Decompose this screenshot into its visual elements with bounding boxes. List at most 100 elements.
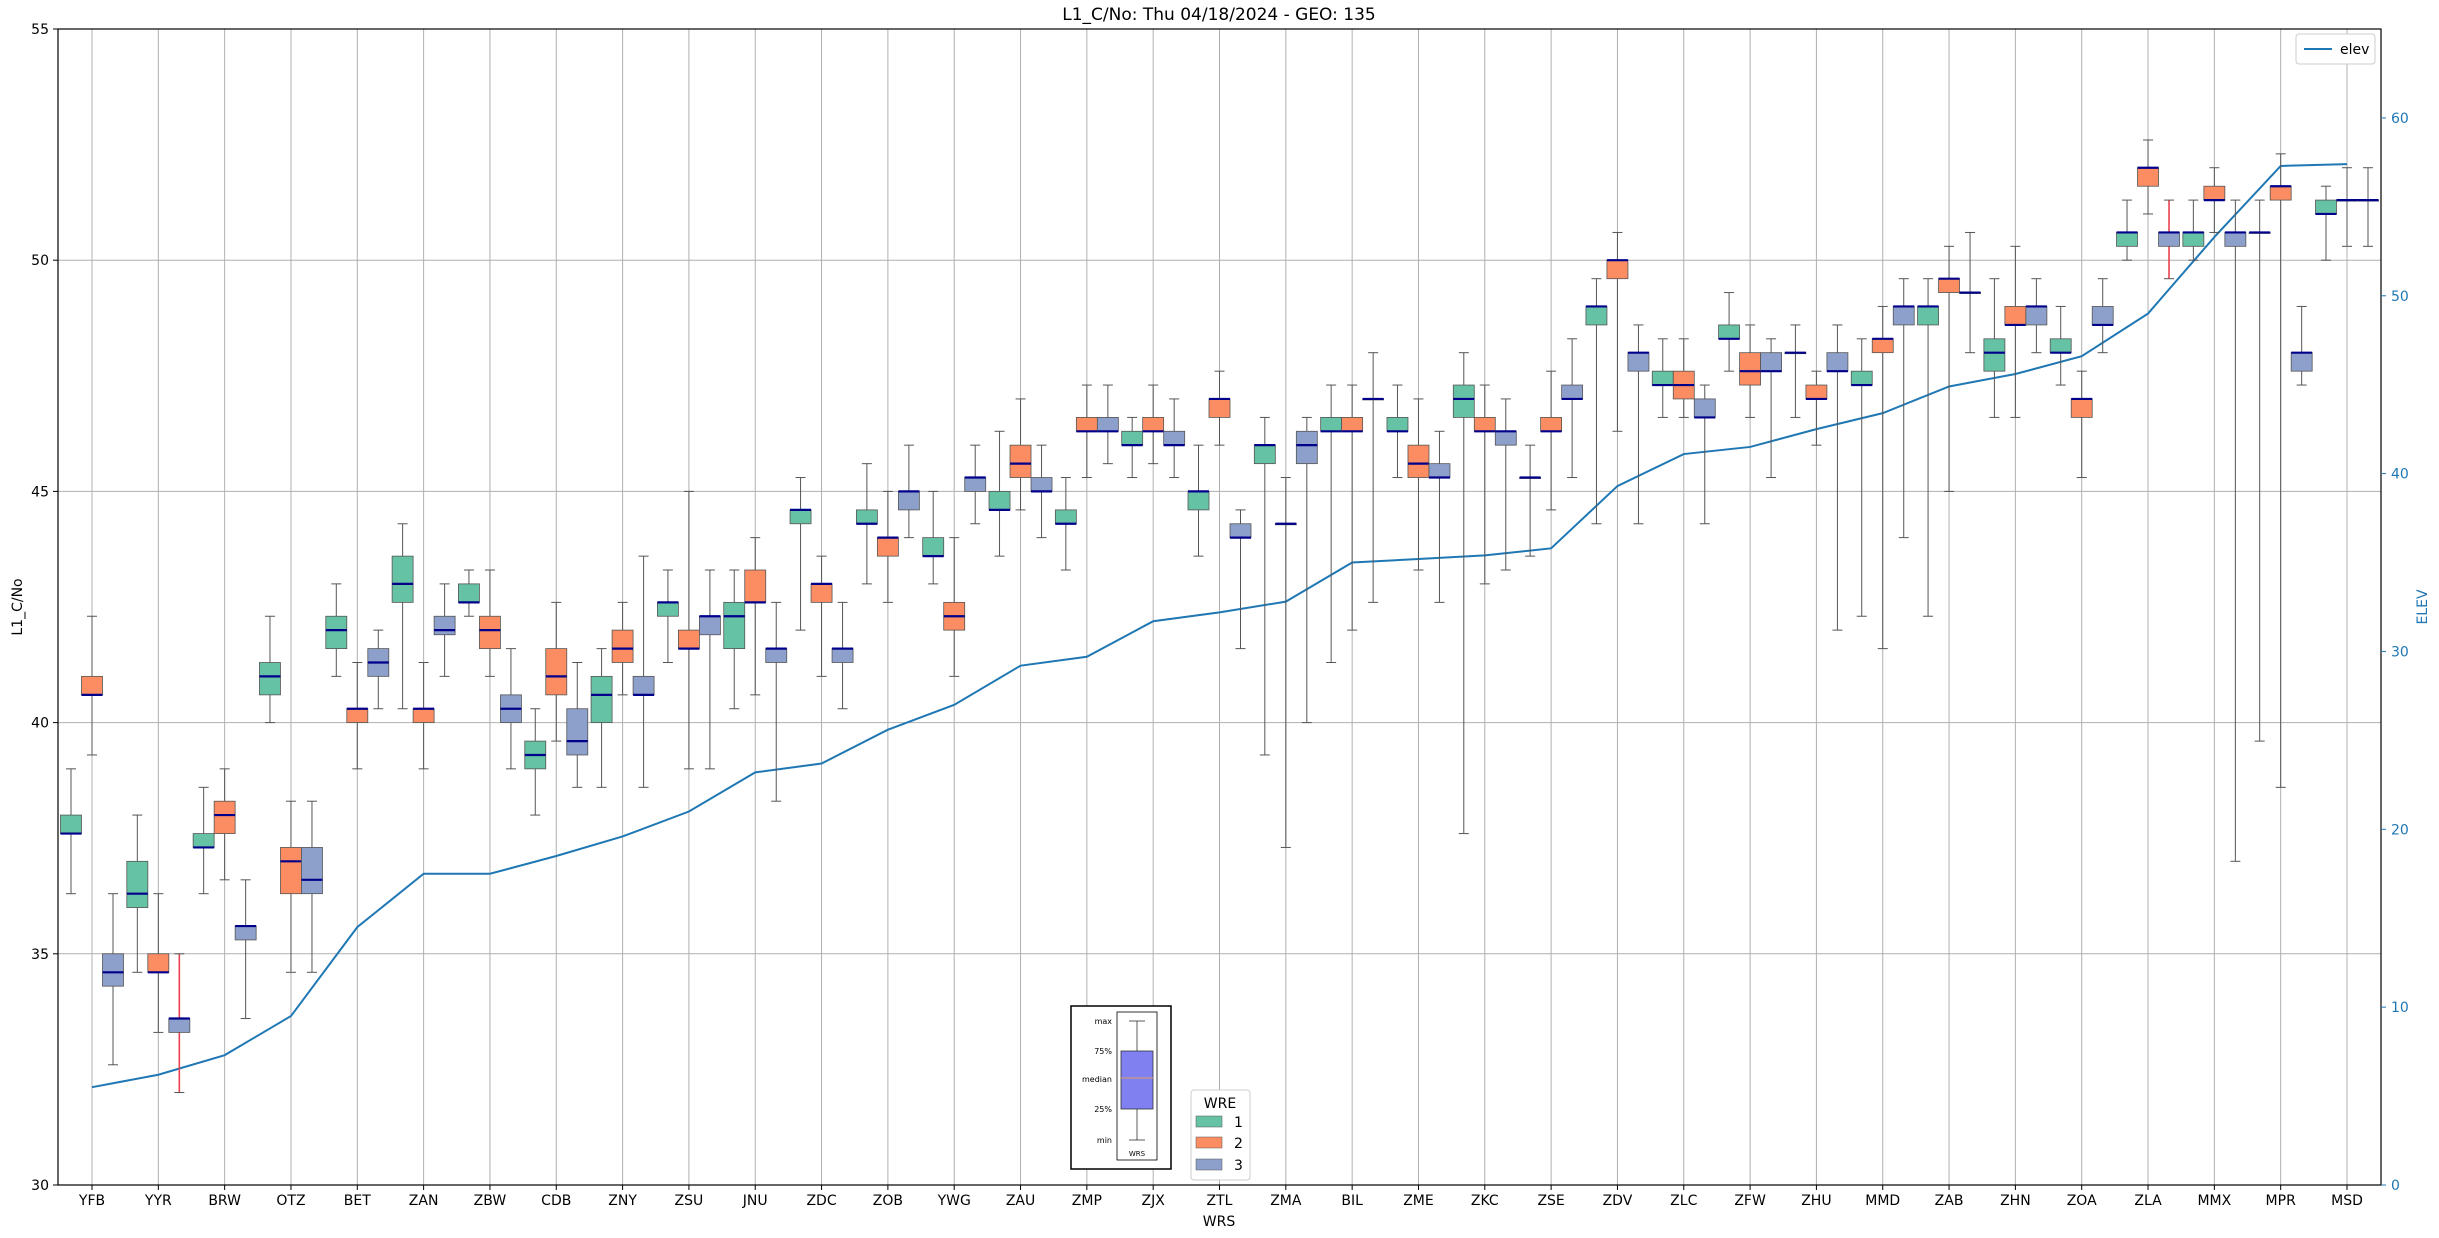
x-tick-label: ZHN (2000, 1193, 2031, 1209)
box-OTZ-wre3 (301, 800, 323, 973)
box-ZHN-wre2 (2004, 245, 2027, 418)
box-YWG-wre2 (943, 537, 966, 677)
box-body (1142, 417, 1165, 432)
box-body (1540, 417, 1563, 432)
box-body (1428, 463, 1451, 478)
box-body (1341, 417, 1364, 432)
box-OTZ-wre1 (259, 615, 281, 724)
box-body (1229, 523, 1252, 539)
box-body (2025, 306, 2048, 326)
box-body (810, 583, 833, 603)
box-BIL-wre2 (1341, 384, 1364, 631)
box-ZME-wre3 (1428, 430, 1451, 603)
elev-legend-label: elev (2340, 42, 2369, 58)
box-ZME-wre2 (1407, 398, 1430, 571)
y2-tick-label: 30 (2391, 644, 2409, 660)
box-MMX-wre3 (2224, 199, 2247, 862)
box-key-caption: WRS (1129, 1150, 1146, 1158)
box-ZKC-wre2 (1473, 384, 1496, 585)
y2-axis-label: ELEV (2415, 589, 2431, 624)
box-MPR-wre1 (2248, 199, 2271, 742)
box-body (2091, 306, 2114, 326)
y-axis-label: L1_C/No (10, 578, 26, 635)
box-key-inset: max 75% median 25% min WRS (1070, 1005, 1172, 1170)
box-YFB-wre2 (81, 615, 103, 756)
box-ZDV-wre1 (1585, 278, 1608, 525)
box-YWG-wre3 (964, 444, 987, 525)
box-ZHU-wre3 (1826, 324, 1849, 631)
elev-series-line (91, 163, 2348, 1089)
box-body (60, 814, 82, 834)
x-tick-label: ZFW (1734, 1193, 1766, 1209)
wre-legend-swatch-3 (1195, 1158, 1223, 1171)
box-body (81, 675, 103, 696)
x-tick-label: ZSE (1537, 1193, 1564, 1209)
box-ZOA-wre2 (2070, 370, 2093, 479)
box-body (1606, 259, 1629, 280)
box-key-25: 25% (1094, 1105, 1112, 1114)
wre-legend-label-2: 2 (1234, 1136, 1243, 1152)
box-JNU-wre1 (723, 569, 746, 710)
elev-legend: elev (2295, 33, 2376, 65)
box-ZOB-wre3 (897, 444, 920, 539)
box-ZMA-wre2 (1274, 477, 1297, 848)
box-ZAU-wre2 (1009, 398, 1032, 511)
box-body (1473, 417, 1496, 432)
wre-legend-label-1: 1 (1234, 1115, 1243, 1131)
x-tick-label: ZAN (409, 1193, 439, 1209)
box-body (2004, 306, 2027, 326)
box-body (2203, 185, 2226, 201)
box-ZAU-wre1 (988, 430, 1011, 557)
x-tick-label: MPR (2266, 1193, 2297, 1209)
y-tick-label: 50 (31, 253, 49, 269)
box-body (259, 662, 281, 696)
box-ZTL-wre3 (1229, 509, 1252, 650)
box-body (590, 675, 613, 723)
box-body (192, 833, 215, 848)
box-body (876, 537, 899, 557)
box-body (789, 509, 812, 525)
box-CDB-wre2 (545, 601, 568, 742)
box-MSD-wre2 (2336, 167, 2358, 247)
box-body (611, 629, 634, 663)
box-ZAU-wre3 (1030, 444, 1053, 539)
box-ZFW-wre1 (1718, 292, 1740, 372)
box-ZDV-wre2 (1606, 231, 1629, 432)
box-ZSU-wre2 (678, 490, 700, 770)
x-tick-label: OTZ (276, 1193, 305, 1209)
box-body (1627, 352, 1650, 372)
box-ZLC-wre2 (1672, 338, 1695, 418)
x-tick-label: YWG (937, 1193, 971, 1209)
box-ZDC-wre3 (831, 601, 854, 710)
box-body (2070, 398, 2093, 418)
box-BET-wre2 (346, 661, 369, 770)
x-tick-label: YYR (144, 1193, 172, 1209)
box-body (2315, 199, 2337, 215)
box-ZHU-wre2 (1805, 370, 1828, 446)
box-ZTL-wre2 (1208, 370, 1231, 446)
box-body (632, 675, 655, 696)
y-tick-label: 30 (31, 1178, 49, 1194)
box-ZHN-wre3 (2025, 278, 2048, 354)
box-body (301, 847, 323, 895)
box-body (1561, 384, 1584, 400)
box-body (1651, 370, 1674, 386)
box-YYR-wre1 (126, 814, 149, 973)
box-body (1054, 509, 1077, 525)
box-ZHN-wre1 (1983, 278, 2006, 418)
x-tick-label: BRW (208, 1193, 241, 1209)
x-tick-label: ZLA (2134, 1193, 2162, 1209)
x-tick-label: ZOA (2067, 1193, 2097, 1209)
box-plots (60, 139, 2379, 1094)
box-ZLC-wre3 (1693, 384, 1716, 525)
wre-legend: WRE 1 2 3 (1190, 1089, 1251, 1181)
box-JNU-wre2 (744, 537, 767, 696)
box-ZFW-wre3 (1760, 338, 1782, 479)
box-ZAN-wre2 (412, 661, 435, 770)
box-body (433, 615, 456, 636)
box-key-median: median (1082, 1075, 1112, 1084)
y-tick-label: 35 (31, 947, 49, 963)
box-YYR-wre3 (168, 953, 191, 1094)
y2-tick-label: 10 (2391, 1000, 2409, 1016)
wre-legend-label-3: 3 (1234, 1158, 1243, 1174)
